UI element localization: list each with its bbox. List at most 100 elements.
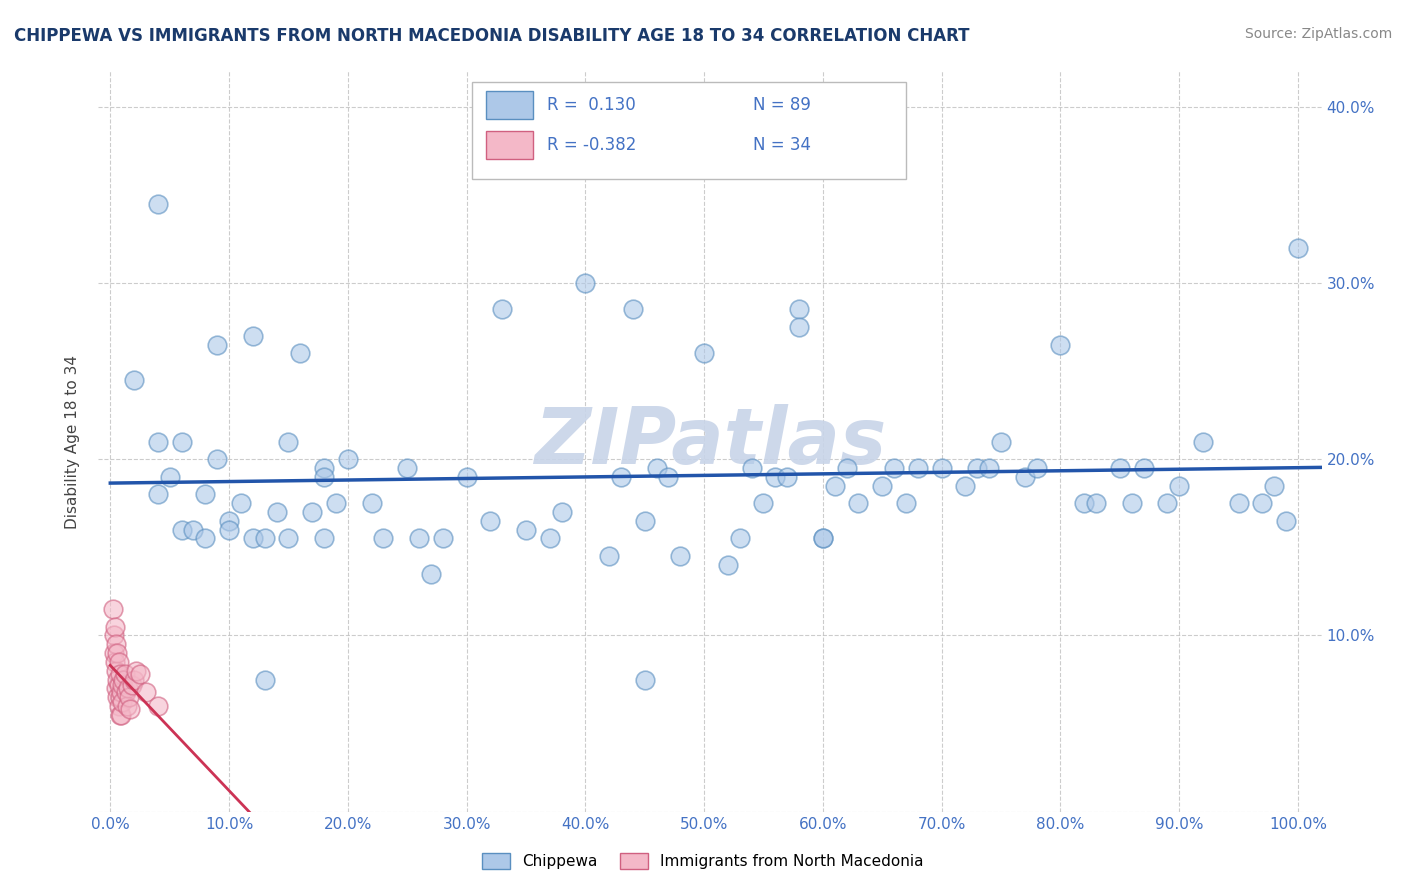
Point <box>104 619 127 633</box>
Point <box>146 698 169 713</box>
Point <box>114 667 136 681</box>
Text: ZIPatlas: ZIPatlas <box>534 403 886 480</box>
Point <box>1192 434 1215 449</box>
Point <box>218 514 240 528</box>
Point <box>693 346 716 360</box>
Point <box>108 667 131 681</box>
Point <box>408 532 430 546</box>
Point <box>977 461 1000 475</box>
Point <box>146 434 169 449</box>
Point <box>894 496 917 510</box>
Point <box>146 196 169 211</box>
Point <box>266 505 288 519</box>
Text: R = -0.382: R = -0.382 <box>547 136 637 153</box>
Point <box>312 532 335 546</box>
Point <box>931 461 953 475</box>
Point <box>122 673 145 687</box>
Point <box>115 698 138 713</box>
Point <box>129 667 152 681</box>
Point <box>1156 496 1178 510</box>
Point <box>1025 461 1047 475</box>
Point <box>112 673 135 687</box>
Point <box>312 461 335 475</box>
Point <box>1275 514 1298 528</box>
Point <box>325 496 347 510</box>
Point <box>1168 478 1191 492</box>
Y-axis label: Disability Age 18 to 34: Disability Age 18 to 34 <box>65 354 80 529</box>
Point <box>218 523 240 537</box>
Point <box>159 470 181 484</box>
Point <box>301 505 323 519</box>
Point <box>396 461 419 475</box>
Point <box>373 532 395 546</box>
Point <box>194 487 217 501</box>
Point <box>312 470 335 484</box>
Point <box>1108 461 1130 475</box>
Point <box>107 646 129 660</box>
Point <box>763 470 786 484</box>
Point <box>883 461 905 475</box>
Point <box>657 470 679 484</box>
Point <box>966 461 988 475</box>
Point <box>787 320 810 334</box>
FancyBboxPatch shape <box>486 91 533 120</box>
Point <box>598 549 620 563</box>
Point <box>135 685 157 699</box>
Point <box>104 655 127 669</box>
Point <box>170 523 193 537</box>
Point <box>1132 461 1154 475</box>
Point <box>669 549 692 563</box>
Point <box>108 690 131 705</box>
Point <box>479 514 502 528</box>
Point <box>824 478 846 492</box>
Point <box>110 685 132 699</box>
Point <box>1014 470 1036 484</box>
Point <box>229 496 252 510</box>
Point <box>621 302 644 317</box>
Point <box>117 681 139 696</box>
Point <box>1073 496 1095 510</box>
Point <box>456 470 478 484</box>
Point <box>990 434 1012 449</box>
Point <box>741 461 763 475</box>
FancyBboxPatch shape <box>471 82 905 178</box>
Point <box>634 673 657 687</box>
Legend: Chippewa, Immigrants from North Macedonia: Chippewa, Immigrants from North Macedoni… <box>477 847 929 875</box>
Point <box>955 478 977 492</box>
Point <box>108 707 131 722</box>
Point <box>253 673 276 687</box>
Point <box>183 523 205 537</box>
Point <box>194 532 217 546</box>
Point <box>907 461 929 475</box>
Point <box>170 434 193 449</box>
Text: Source: ZipAtlas.com: Source: ZipAtlas.com <box>1244 27 1392 41</box>
Point <box>1263 478 1285 492</box>
Point <box>111 695 134 709</box>
Point <box>107 678 129 692</box>
Point <box>118 690 141 705</box>
Point <box>253 532 276 546</box>
Point <box>491 302 513 317</box>
Point <box>105 681 128 696</box>
Point <box>1251 496 1274 510</box>
Point <box>242 532 264 546</box>
Point <box>645 461 668 475</box>
Text: N = 89: N = 89 <box>752 95 811 113</box>
Point <box>848 496 870 510</box>
Point <box>515 523 537 537</box>
Point <box>107 698 129 713</box>
Point <box>146 487 169 501</box>
Point <box>103 628 125 642</box>
Point <box>574 276 596 290</box>
Point <box>107 690 129 705</box>
Point <box>205 337 228 351</box>
Point <box>1227 496 1250 510</box>
Point <box>242 328 264 343</box>
Point <box>835 461 858 475</box>
Point <box>776 470 799 484</box>
Point <box>277 434 299 449</box>
Point <box>550 505 572 519</box>
Point <box>538 532 561 546</box>
Point <box>432 532 454 546</box>
Point <box>290 346 312 360</box>
